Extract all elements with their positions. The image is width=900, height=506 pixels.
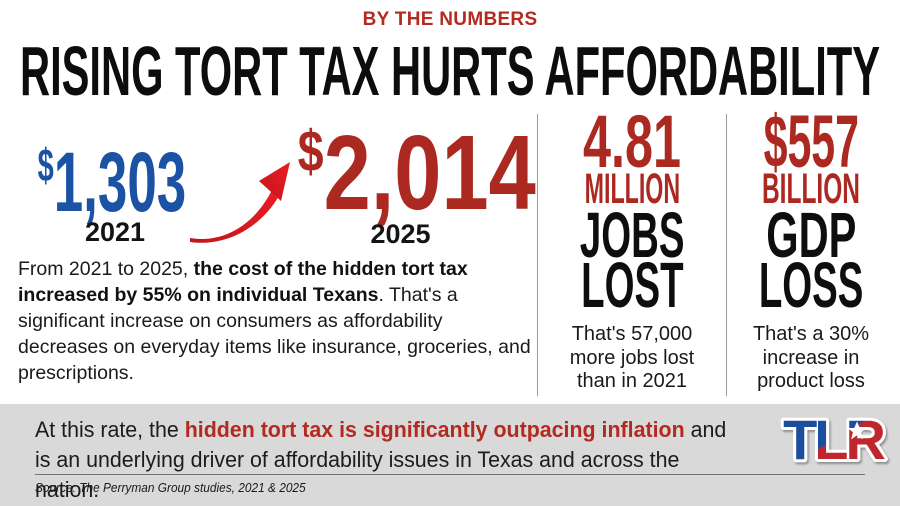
jobs-note: That's 57,000 more jobs lost than in 202… — [569, 323, 695, 392]
stat-jobs-lost: 4.81 MILLION JOBS LOST That's 57,000 mor… — [538, 100, 726, 394]
gdp-note: That's a 30% increase in product loss — [752, 323, 870, 392]
headline: RISING TORT TAX HURTS AFFORDABILITY — [20, 33, 880, 105]
column-divider — [537, 114, 538, 396]
star-icon — [847, 421, 867, 440]
stat-2021-amount: $1,303 — [0, 140, 232, 224]
paragraph-pre: From 2021 to 2025, — [18, 258, 194, 280]
lost-word: LOST — [580, 249, 684, 321]
kicker-text: BY THE NUMBERS — [362, 9, 538, 30]
up-trend-arrow-icon — [190, 162, 290, 243]
column-divider — [726, 114, 727, 396]
footer-bar: At this rate, the hidden tort tax is sig… — [0, 404, 900, 506]
source-divider — [35, 474, 865, 475]
gdp-word: GDP — [765, 199, 857, 271]
year-2021: 2021 — [84, 217, 146, 247]
paragraph-post: . That's a significant increase on consu… — [18, 284, 531, 384]
amount-2025-value: 2,014 — [323, 114, 536, 232]
footer-highlight: hidden tort tax is significantly outpaci… — [184, 417, 685, 442]
tlr-logo-text: TLR — [783, 410, 885, 470]
footer-message: At this rate, the hidden tort tax is sig… — [35, 415, 743, 505]
footer-pre: At this rate, the — [35, 417, 185, 442]
amount-2021-value: 1,303 — [53, 135, 187, 229]
jobs-value: 4.81 — [583, 100, 681, 183]
footer-post: and is an underlying driver of affordabi… — [35, 417, 727, 502]
paragraph-bold: the cost of the hidden tort tax increase… — [18, 258, 468, 306]
headline-text: RISING TORT TAX HURTS AFFORDABILITY — [20, 33, 880, 105]
loss-word: LOSS — [758, 249, 864, 321]
gdp-unit: BILLION — [761, 165, 861, 213]
jobs-unit: MILLION — [584, 165, 680, 213]
jobs-word: JOBS — [579, 199, 685, 271]
body-paragraph: From 2021 to 2025, the cost of the hidde… — [18, 256, 532, 386]
source-text: Source: The Perryman Group studies, 2021… — [35, 481, 306, 495]
currency-symbol: $ — [297, 119, 324, 184]
currency-symbol: $ — [37, 139, 54, 191]
gdp-value: $557 — [763, 100, 859, 183]
stat-2025-amount: $2,014 — [268, 120, 548, 226]
year-2025: 2025 — [370, 219, 431, 249]
stat-gdp-loss: $557 BILLION GDP LOSS That's a 30% incre… — [727, 100, 895, 394]
tlr-logo: TLR — [780, 410, 891, 470]
